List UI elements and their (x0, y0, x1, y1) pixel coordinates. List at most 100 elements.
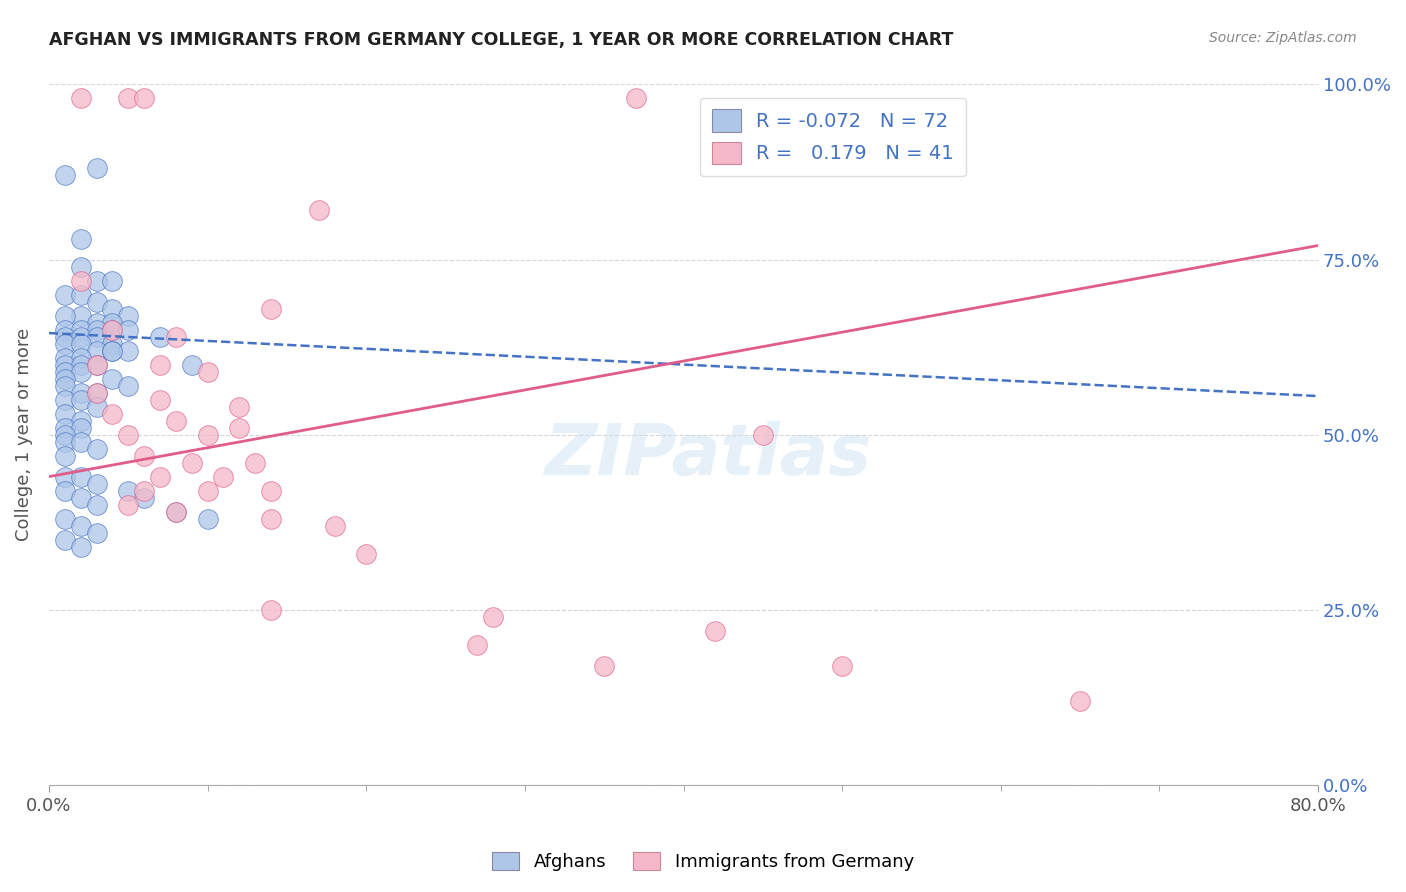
Point (134, 91, 156, 105)
Point (101, 343, 124, 358)
Text: Source: ZipAtlas.com: Source: ZipAtlas.com (1209, 31, 1357, 45)
Point (53, 309, 76, 323)
Point (752, 427, 775, 442)
Point (134, 483, 156, 498)
Point (117, 427, 139, 442)
Point (308, 203, 330, 218)
Point (465, 638, 488, 652)
Point (53, 329, 76, 343)
Point (53, 434, 76, 449)
Point (53, 371, 76, 385)
Point (69, 309, 91, 323)
Text: ZIPatlas: ZIPatlas (546, 421, 873, 490)
Point (86, 329, 108, 343)
Point (69, 287, 91, 301)
Legend: R = -0.072   N = 72, R =   0.179   N = 41: R = -0.072 N = 72, R = 0.179 N = 41 (700, 97, 966, 176)
Point (69, 385, 91, 400)
Point (53, 469, 76, 483)
Point (323, 518, 346, 533)
Point (149, 358, 172, 372)
Point (53, 169, 76, 183)
Point (53, 351, 76, 365)
Point (101, 301, 124, 316)
Point (53, 378, 76, 392)
Point (260, 511, 283, 525)
Point (86, 525, 108, 540)
Point (86, 316, 108, 330)
Point (117, 91, 139, 105)
Point (101, 322, 124, 336)
Point (86, 385, 108, 400)
Point (53, 427, 76, 442)
Point (165, 414, 187, 428)
Point (228, 420, 250, 434)
Point (831, 658, 853, 673)
Point (197, 427, 219, 442)
Point (86, 385, 108, 400)
Point (101, 322, 124, 336)
Point (53, 365, 76, 379)
Point (69, 351, 91, 365)
Point (69, 518, 91, 533)
Point (69, 420, 91, 434)
Point (624, 91, 647, 105)
Point (149, 392, 172, 407)
Point (180, 456, 202, 470)
Point (197, 365, 219, 379)
Point (69, 260, 91, 274)
Point (101, 273, 124, 287)
Point (260, 483, 283, 498)
Point (53, 533, 76, 547)
Point (260, 301, 283, 316)
Point (69, 434, 91, 449)
Point (69, 322, 91, 336)
Point (197, 511, 219, 525)
Point (117, 378, 139, 392)
Point (704, 624, 727, 638)
Text: AFGHAN VS IMMIGRANTS FROM GERMANY COLLEGE, 1 YEAR OR MORE CORRELATION CHART: AFGHAN VS IMMIGRANTS FROM GERMANY COLLEG… (49, 31, 953, 49)
Point (53, 358, 76, 372)
Point (117, 343, 139, 358)
Point (149, 469, 172, 483)
Point (101, 371, 124, 385)
Point (212, 469, 235, 483)
Point (53, 483, 76, 498)
Point (69, 329, 91, 343)
Point (165, 505, 187, 519)
Point (69, 491, 91, 505)
Point (1069, 694, 1091, 708)
Point (69, 392, 91, 407)
Legend: Afghans, Immigrants from Germany: Afghans, Immigrants from Germany (485, 845, 921, 879)
Point (86, 442, 108, 456)
Point (69, 358, 91, 372)
Point (86, 498, 108, 512)
Point (69, 365, 91, 379)
Point (86, 400, 108, 414)
Point (356, 547, 378, 561)
Point (53, 449, 76, 463)
Point (53, 511, 76, 525)
Point (593, 658, 616, 673)
Point (53, 407, 76, 421)
Point (117, 309, 139, 323)
Point (86, 358, 108, 372)
Point (86, 358, 108, 372)
Point (245, 456, 267, 470)
Point (180, 358, 202, 372)
Point (86, 161, 108, 176)
Point (86, 343, 108, 358)
Point (482, 609, 505, 624)
Point (69, 273, 91, 287)
Point (149, 329, 172, 343)
Point (53, 287, 76, 301)
Point (53, 336, 76, 351)
Point (134, 449, 156, 463)
Point (101, 343, 124, 358)
Point (101, 336, 124, 351)
Point (197, 483, 219, 498)
Point (117, 483, 139, 498)
Point (69, 336, 91, 351)
Y-axis label: College, 1 year or more: College, 1 year or more (15, 328, 32, 541)
Point (101, 407, 124, 421)
Point (101, 316, 124, 330)
